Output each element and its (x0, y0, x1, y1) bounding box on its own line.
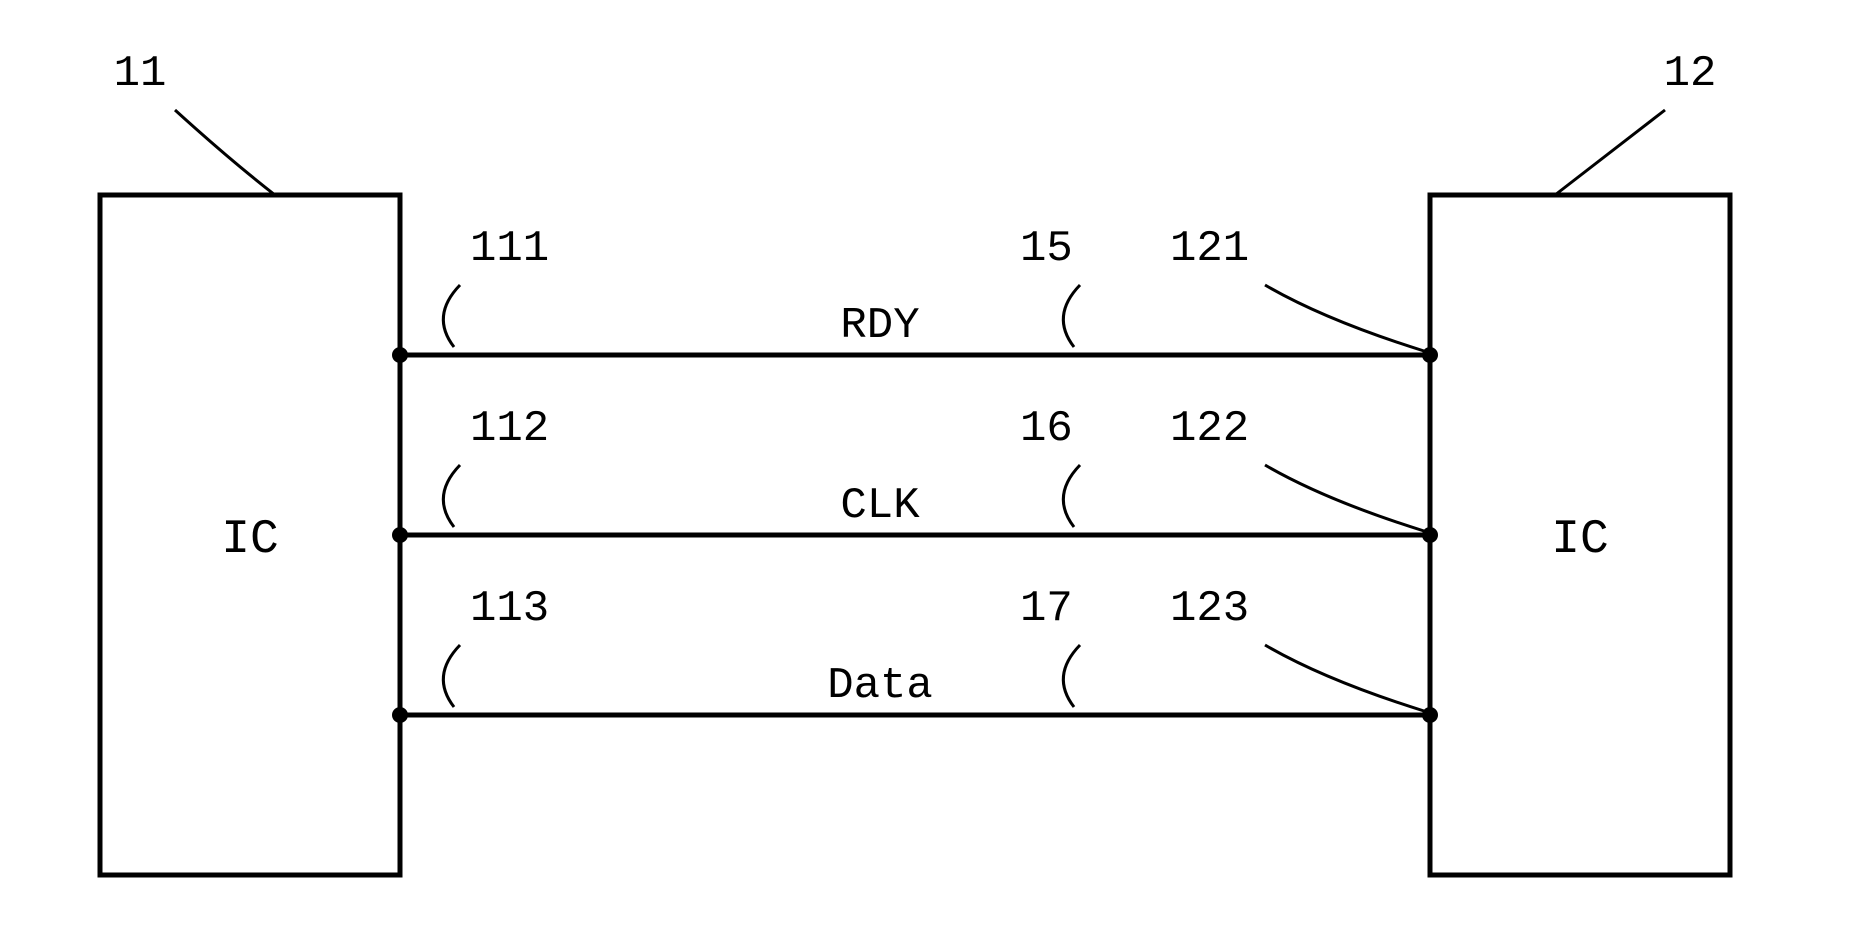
pin-dot-left-data (392, 707, 408, 723)
ic-label-left: IC (221, 513, 279, 567)
pin-ref-leader-right-clk (1265, 465, 1424, 531)
ic-ref-leader-right (1555, 110, 1665, 195)
leader-line (1063, 285, 1080, 347)
line-ref-rdy: 15 (1020, 224, 1073, 274)
ic-ref-left: 11 (114, 49, 167, 99)
ic-ref-leader-left (175, 110, 275, 195)
signal-label-rdy: RDY (840, 301, 919, 351)
leader-line (1063, 465, 1080, 527)
signal-label-clk: CLK (840, 481, 920, 531)
pin-dot-right-data (1422, 707, 1438, 723)
pin-ref-left-clk: 112 (470, 404, 549, 454)
pin-ref-leader-right-rdy (1265, 285, 1424, 351)
pin-dot-left-clk (392, 527, 408, 543)
pin-dot-right-rdy (1422, 347, 1438, 363)
pin-dot-right-clk (1422, 527, 1438, 543)
pin-ref-right-clk: 122 (1170, 404, 1249, 454)
pin-ref-left-data: 113 (470, 584, 549, 634)
leader-line (1063, 645, 1080, 707)
ic-ref-right: 12 (1664, 49, 1717, 99)
leader-line (443, 645, 460, 707)
leader-line (443, 465, 460, 527)
pin-dot-left-rdy (392, 347, 408, 363)
pin-ref-leader-right-data (1265, 645, 1424, 711)
ic-label-right: IC (1551, 513, 1609, 567)
line-ref-clk: 16 (1020, 404, 1073, 454)
signal-label-data: Data (827, 661, 933, 711)
pin-ref-left-rdy: 111 (470, 224, 549, 274)
pin-ref-right-data: 123 (1170, 584, 1249, 634)
diagram-canvas: IC 11 IC 12 RDY 111 15 121 CLK 112 16 122 Data 113 17 1… (0, 0, 1868, 940)
pin-ref-right-rdy: 121 (1170, 224, 1249, 274)
line-ref-data: 17 (1020, 584, 1073, 634)
leader-line (443, 285, 460, 347)
